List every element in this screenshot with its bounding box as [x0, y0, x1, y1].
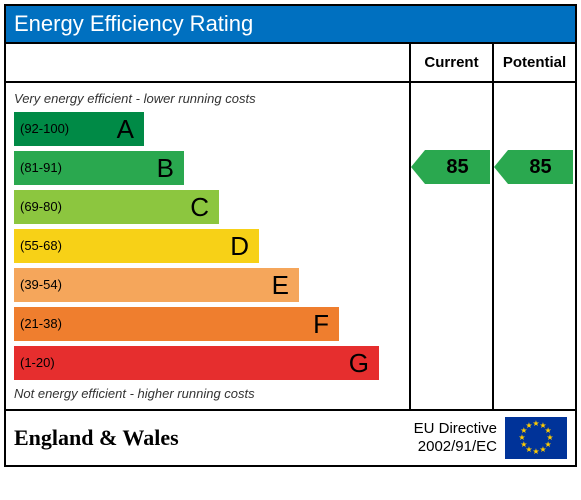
- body-row: Very energy efficient - lower running co…: [6, 83, 575, 409]
- footer-row: England & Wales EU Directive 2002/91/EC …: [6, 409, 575, 465]
- rating-value-current: 85: [425, 150, 490, 184]
- band-c: (69-80) C: [14, 190, 219, 224]
- band-g: (1-20) G: [14, 346, 379, 380]
- band-letter: A: [117, 112, 134, 146]
- title-text: Energy Efficiency Rating: [14, 11, 253, 36]
- band-letter: C: [190, 190, 209, 224]
- band-range: (39-54): [20, 268, 62, 302]
- band-e: (39-54) E: [14, 268, 299, 302]
- eu-flag-icon: ★★★★★★★★★★★★: [505, 417, 567, 459]
- arrow-tip-icon: [494, 150, 508, 184]
- rating-value-potential: 85: [508, 150, 573, 184]
- column-header-potential: Potential: [492, 44, 575, 81]
- current-column: 85: [409, 83, 492, 409]
- column-header-current: Current: [409, 44, 492, 81]
- band-range: (55-68): [20, 229, 62, 263]
- rating-arrow-potential: 85: [494, 150, 573, 184]
- eu-star-icon: ★: [525, 422, 532, 430]
- band-a: (92-100) A: [14, 112, 144, 146]
- band-letter: F: [313, 307, 329, 341]
- region-label: England & Wales: [14, 425, 414, 451]
- directive-text: EU Directive 2002/91/EC: [414, 420, 497, 456]
- header-spacer: [6, 44, 409, 81]
- band-range: (69-80): [20, 190, 62, 224]
- note-bottom: Not energy efficient - higher running co…: [14, 386, 401, 401]
- arrow-tip-icon: [411, 150, 425, 184]
- epc-container: Energy Efficiency Rating Current Potenti…: [4, 4, 577, 467]
- bands-host: (92-100) A (81-91) B (69-80) C (55-68) D (39-54)…: [14, 112, 401, 380]
- bands-column: Very energy efficient - lower running co…: [6, 83, 409, 409]
- band-letter: E: [272, 268, 289, 302]
- directive-line2: 2002/91/EC: [418, 438, 497, 455]
- rating-arrow-current: 85: [411, 150, 490, 184]
- note-top: Very energy efficient - lower running co…: [14, 91, 401, 106]
- potential-column: 85: [492, 83, 575, 409]
- band-range: (92-100): [20, 112, 69, 146]
- band-range: (1-20): [20, 346, 55, 380]
- eu-star-icon: ★: [520, 441, 527, 449]
- band-letter: G: [349, 346, 369, 380]
- eu-star-icon: ★: [518, 434, 525, 442]
- band-b: (81-91) B: [14, 151, 184, 185]
- band-range: (21-38): [20, 307, 62, 341]
- band-letter: B: [157, 151, 174, 185]
- eu-star-icon: ★: [532, 448, 539, 456]
- band-d: (55-68) D: [14, 229, 259, 263]
- eu-star-icon: ★: [539, 446, 546, 454]
- header-row: Current Potential: [6, 42, 575, 83]
- band-letter: D: [230, 229, 249, 263]
- band-f: (21-38) F: [14, 307, 339, 341]
- title-bar: Energy Efficiency Rating: [6, 6, 575, 42]
- band-range: (81-91): [20, 151, 62, 185]
- directive-line1: EU Directive: [414, 420, 497, 437]
